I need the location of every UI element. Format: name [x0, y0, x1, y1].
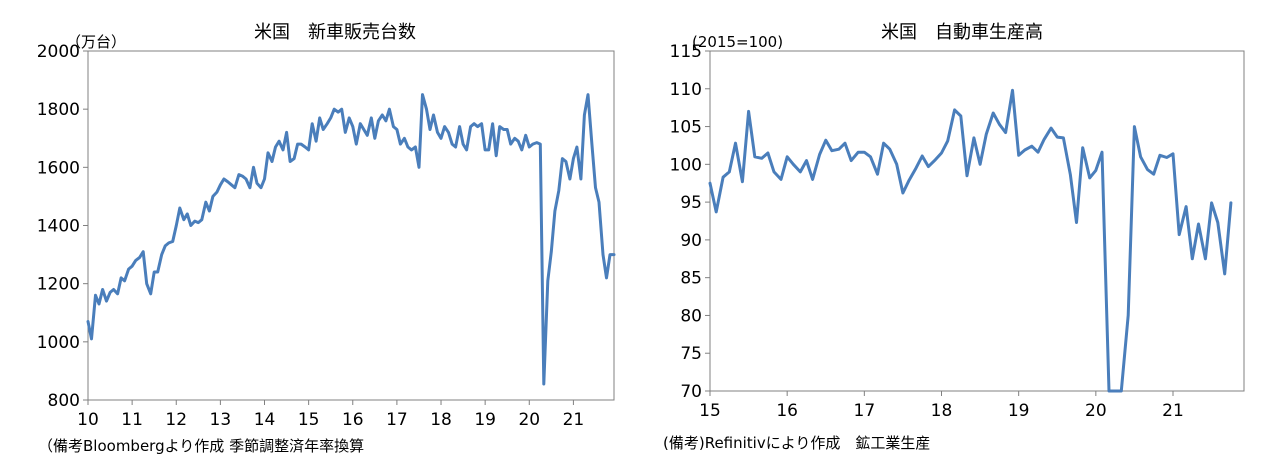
- x-tick-label: 14: [254, 410, 276, 430]
- chart-title: 米国 自動車生産高: [881, 22, 1043, 43]
- x-tick-label: 11: [121, 410, 143, 430]
- x-tick-label: 17: [854, 401, 876, 421]
- y-tick-label: 1600: [37, 158, 80, 178]
- y-tick-label: 90: [680, 231, 702, 251]
- y-tick-label: 75: [680, 344, 702, 364]
- chart-panel-new-vehicle-sales: 米国 新車販売台数 （万台） 800 1000 1200 1400 1600 1800 20…: [37, 22, 616, 455]
- x-tick-label: 12: [165, 410, 187, 430]
- y-tick-label: 1800: [37, 100, 80, 120]
- y-tick-label: 2000: [37, 42, 80, 62]
- y-axis: 70 75 80 85 90 95 100 105 110 115: [670, 42, 710, 402]
- x-tick-label: 18: [430, 410, 452, 430]
- y-tick-label: 100: [670, 155, 702, 175]
- x-tick-label: 19: [1008, 401, 1030, 421]
- chart-svg-new-vehicle-sales: 米国 新車販売台数 （万台） 800 1000 1200 1400 1600 1800 20…: [37, 22, 616, 455]
- chart-svg-auto-production: 米国 自動車生産高 (2015=100) 70 75 80 85 90 95 100 105 1…: [663, 22, 1245, 452]
- x-tick-label: 20: [518, 410, 540, 430]
- source-note: (備考)Refinitivにより作成 鉱工業生産: [663, 434, 930, 452]
- x-tick-label: 15: [699, 401, 721, 421]
- y-tick-label: 70: [680, 382, 702, 402]
- chart-panel-auto-production: 米国 自動車生産高 (2015=100) 70 75 80 85 90 95 100 105 1…: [634, 0, 1268, 469]
- unit-label: （万台）: [66, 33, 126, 51]
- x-tick-label: 17: [386, 410, 408, 430]
- y-tick-label: 1400: [37, 217, 80, 237]
- y-tick-label: 95: [680, 193, 702, 213]
- y-tick-label: 105: [670, 118, 702, 138]
- unit-label: (2015=100): [692, 33, 783, 51]
- x-tick-label: 21: [1162, 401, 1184, 421]
- x-tick-label: 16: [776, 401, 798, 421]
- x-tick-label: 20: [1085, 401, 1107, 421]
- y-tick-label: 1200: [37, 275, 80, 295]
- x-tick-label: 13: [210, 410, 232, 430]
- plot-frame: [709, 50, 1245, 392]
- source-note: （備考Bloombergより作成 季節調整済年率換算: [38, 437, 364, 455]
- x-tick-label: 21: [563, 410, 585, 430]
- series-line: [708, 88, 1233, 393]
- x-tick-label: 16: [342, 410, 364, 430]
- chart-title: 米国 新車販売台数: [254, 22, 416, 43]
- y-tick-label: 1000: [37, 333, 80, 353]
- series-line: [86, 93, 616, 386]
- x-tick-label: 10: [77, 410, 99, 430]
- y-tick-label: 800: [48, 391, 80, 411]
- y-tick-label: 85: [680, 269, 702, 289]
- x-tick-label: 18: [931, 401, 953, 421]
- y-tick-label: 80: [680, 306, 702, 326]
- y-tick-label: 115: [670, 42, 702, 62]
- x-tick-label: 15: [298, 410, 320, 430]
- y-tick-label: 110: [670, 80, 702, 100]
- x-tick-label: 19: [474, 410, 496, 430]
- plot-frame: [87, 50, 615, 401]
- x-axis: 10 11 12 13 14 15 16 17 18 19 20 21: [77, 400, 584, 430]
- y-axis: 800 1000 1200 1400 1600 1800 2000: [37, 42, 88, 411]
- x-axis: 15 16 17 18 19 20 21: [699, 391, 1184, 421]
